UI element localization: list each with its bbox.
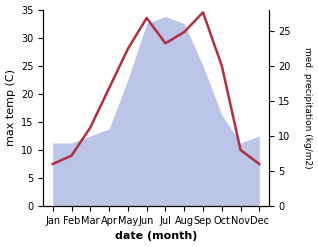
X-axis label: date (month): date (month) [115, 231, 197, 242]
Y-axis label: med. precipitation (kg/m2): med. precipitation (kg/m2) [303, 47, 313, 169]
Y-axis label: max temp (C): max temp (C) [5, 69, 16, 146]
